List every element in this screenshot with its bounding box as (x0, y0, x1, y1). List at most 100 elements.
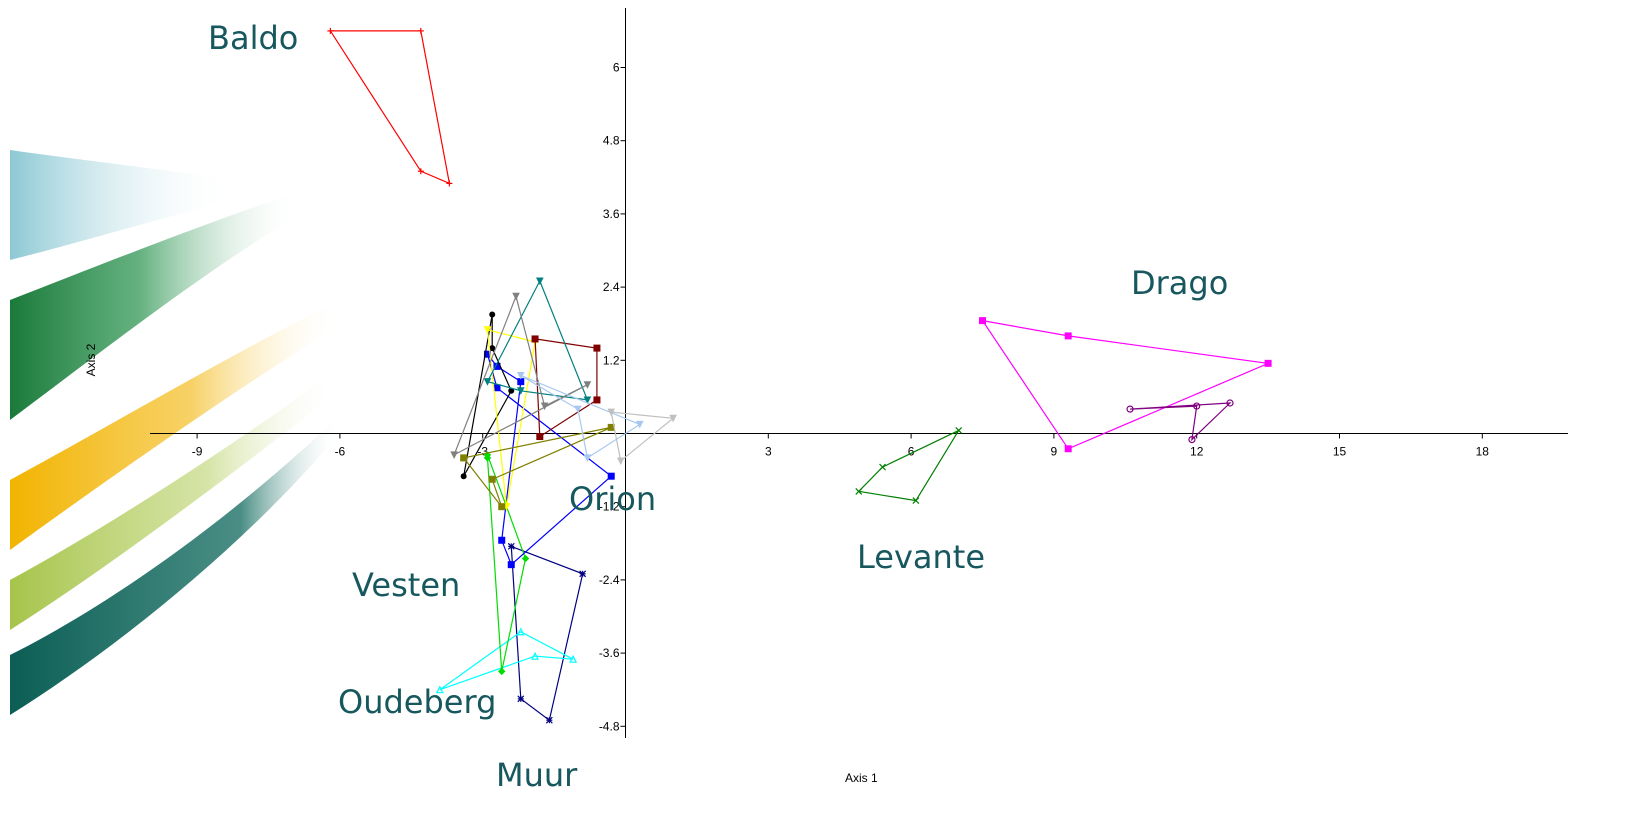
point-group-10-1 (531, 335, 539, 343)
point-vesten-3 (498, 667, 506, 676)
point-muur-4 (517, 695, 525, 703)
point-group-8-2 (489, 345, 496, 352)
point-group-11-3 (516, 387, 525, 395)
series-vesten (483, 451, 530, 676)
y-axis-label: Axis 2 (84, 343, 98, 376)
y-tick-label: 2.4 (603, 280, 620, 294)
series-group-13 (460, 423, 615, 511)
point-group-8-4 (460, 473, 467, 480)
point-group-10-3 (593, 396, 601, 404)
point-drago-1 (979, 317, 986, 325)
series-orion (483, 350, 615, 569)
series-levante (855, 427, 963, 505)
hull-drago (981, 319, 1271, 450)
point-oudeberg-4 (531, 651, 540, 660)
point-group-14-3 (583, 454, 592, 463)
x-tick-label: -9 (192, 445, 203, 459)
point-levante-2 (879, 463, 886, 471)
point-vesten-4 (483, 454, 492, 462)
series-group-8 (460, 311, 515, 480)
hull-orion (486, 353, 613, 566)
x-tick-label: 3 (765, 445, 772, 459)
y-tick-label: -4.8 (599, 719, 620, 733)
point-drago-4 (1064, 445, 1072, 453)
point-group-15-1 (607, 408, 616, 417)
x-tick-label: -6 (335, 445, 346, 459)
point-muur-1 (507, 542, 515, 550)
point-drago-2 (1064, 332, 1072, 340)
x-tick-label: -3 (477, 445, 488, 459)
point-group-16-4 (1193, 402, 1201, 410)
point-group-12-3 (583, 381, 592, 389)
y-tick-label: 4.8 (603, 134, 620, 148)
point-levante-3 (955, 427, 963, 434)
point-orion-2 (507, 561, 515, 569)
point-group-12-2 (450, 451, 458, 459)
hull-group-16 (1130, 402, 1232, 442)
point-group-9-1 (483, 326, 492, 334)
series-layer (327, 27, 1272, 724)
group-label-drago: Drago (1131, 264, 1228, 302)
point-muur-2 (579, 570, 587, 578)
hull-baldo (329, 30, 451, 185)
point-orion-1 (498, 536, 506, 544)
point-orion-3 (607, 472, 615, 480)
point-group-16-3 (1188, 436, 1196, 444)
point-group-10-2 (593, 344, 601, 352)
hull-oudeberg (439, 631, 574, 691)
y-tick-labels: 6 4.8 3.6 2.4 1.2 -1.2 -2.4 -3.6 -4.8 (599, 61, 626, 733)
series-group-14 (516, 372, 644, 463)
series-group-12 (450, 292, 592, 459)
point-levante-1 (855, 488, 863, 495)
group-label-muur: Muur (496, 756, 578, 794)
series-group-16 (1126, 399, 1234, 444)
y-tick-label: 3.6 (603, 207, 620, 221)
point-group-14-1 (516, 372, 525, 380)
group-label-orion: Orion (569, 480, 656, 518)
point-group-13-2 (460, 454, 468, 462)
x-axis-label: Axis 1 (845, 771, 878, 785)
series-drago (979, 317, 1272, 453)
group-label-baldo: Baldo (208, 19, 298, 57)
series-oudeberg (435, 627, 578, 694)
point-levante-4 (912, 497, 920, 505)
decorative-swoosh (10, 150, 340, 715)
point-group-13-3 (498, 503, 506, 511)
point-group-16-2 (1226, 399, 1234, 407)
y-tick-label: 6 (613, 61, 620, 75)
x-tick-label: 18 (1476, 445, 1490, 459)
y-tick-label: -1.2 (599, 500, 620, 514)
point-group-8-3 (508, 387, 515, 394)
point-group-8-1 (489, 311, 496, 318)
point-group-14-4 (574, 405, 582, 414)
series-baldo (327, 27, 453, 187)
series-group-10 (531, 335, 601, 441)
point-baldo-2 (417, 27, 424, 34)
point-group-14-2 (635, 420, 644, 429)
x-tick-label: 12 (1190, 445, 1204, 459)
point-group-11-1 (536, 277, 544, 286)
y-tick-label: -3.6 (599, 646, 620, 660)
x-tick-label: 15 (1333, 445, 1347, 459)
point-baldo-1 (327, 27, 334, 34)
point-vesten-2 (521, 554, 530, 563)
group-label-vesten: Vesten (352, 566, 460, 604)
point-group-10-4 (536, 433, 544, 441)
point-drago-3 (1264, 359, 1272, 367)
point-orion-4 (493, 384, 501, 392)
group-label-levante: Levante (857, 538, 985, 576)
y-tick-label: 1.2 (603, 353, 620, 367)
point-group-12-1 (512, 292, 520, 301)
point-group-11-4 (483, 378, 492, 386)
y-tick-label: -2.4 (599, 573, 620, 587)
series-muur (507, 542, 587, 724)
series-group-15 (607, 408, 677, 466)
hull-group-15 (610, 411, 675, 462)
point-group-16-1 (1126, 405, 1134, 413)
point-baldo-3 (446, 180, 453, 187)
point-group-11-2 (583, 396, 592, 405)
point-group-12-4 (540, 402, 549, 411)
axes (150, 8, 1568, 738)
point-group-15-2 (669, 414, 677, 423)
